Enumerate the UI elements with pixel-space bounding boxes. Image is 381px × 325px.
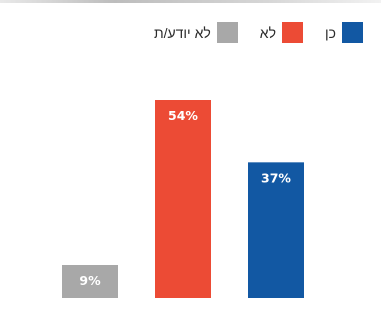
legend-swatch-no bbox=[282, 22, 303, 43]
bar-yes bbox=[248, 162, 304, 298]
bar-value-label-yes: 37% bbox=[261, 170, 291, 185]
chart-legend: כן לא לא יודע/ת bbox=[154, 22, 363, 43]
bar-value-label-no: 54% bbox=[168, 108, 198, 123]
legend-item-dont-know: לא יודע/ת bbox=[154, 22, 238, 43]
legend-item-no: לא bbox=[260, 22, 303, 43]
legend-item-yes: כן bbox=[325, 22, 363, 43]
bar-value-label-dont-know: 9% bbox=[79, 273, 101, 288]
bar-dont-know bbox=[62, 265, 118, 298]
bar-no bbox=[155, 100, 211, 298]
legend-label-no: לא bbox=[259, 24, 276, 41]
legend-label-yes: כן bbox=[325, 24, 336, 41]
legend-swatch-yes bbox=[342, 22, 363, 43]
top-edge-divider bbox=[0, 0, 381, 3]
legend-label-dont-know: לא יודע/ת bbox=[153, 24, 211, 41]
legend-swatch-dont-know bbox=[216, 22, 238, 43]
